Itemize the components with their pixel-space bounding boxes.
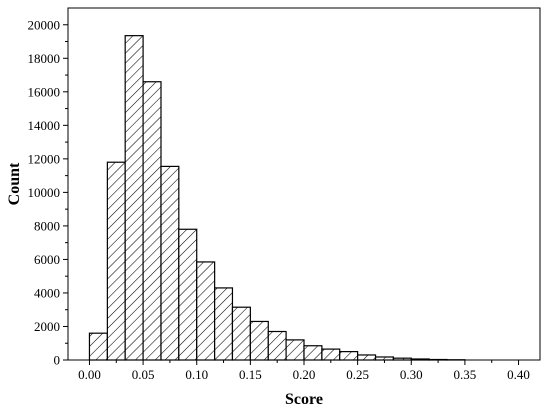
histogram-bar-8	[231, 306, 251, 361]
histogram-bar-7	[214, 287, 234, 361]
histogram-bar-14	[339, 351, 359, 361]
histogram-bar-12	[303, 345, 323, 361]
histogram-bar-15	[357, 354, 377, 361]
histogram-bar-11	[285, 339, 305, 361]
x-tick-label: 0.35	[454, 367, 477, 382]
x-tick-label: 0.05	[132, 367, 155, 382]
y-tick-label: 12000	[28, 151, 61, 166]
y-tick-label: 14000	[28, 118, 61, 133]
histogram-bar-4	[160, 165, 180, 361]
bars	[88, 35, 466, 361]
histogram-bar-5	[178, 228, 198, 361]
y-tick-label: 0	[54, 353, 61, 368]
y-tick-label: 8000	[34, 218, 60, 233]
histogram-bar-2	[124, 35, 144, 361]
y-tick-label: 10000	[28, 185, 61, 200]
x-tick-label: 0.15	[239, 367, 262, 382]
x-tick-label: 0.25	[346, 367, 369, 382]
x-axis-title: Score	[285, 391, 323, 408]
y-tick-label: 18000	[28, 51, 61, 66]
histogram-bar-1	[106, 161, 126, 361]
x-tick-label: 0.20	[293, 367, 316, 382]
y-tick-label: 6000	[34, 252, 60, 267]
histogram-bar-13	[321, 348, 341, 361]
y-tick-label: 16000	[28, 84, 61, 99]
y-axis: 0 2000 4000 6000 8000 10000 12000 14000 16000 180…	[28, 17, 68, 368]
y-tick-label: 4000	[34, 285, 60, 300]
histogram-bar-6	[196, 261, 216, 361]
x-axis: 0.00 0.05 0.10 0.15 0.20 0.25 0.30 0.35 0.40	[78, 360, 530, 382]
x-tick-label: 0.00	[78, 367, 101, 382]
x-tick-label: 0.10	[185, 367, 208, 382]
y-tick-label: 2000	[34, 319, 60, 334]
x-tick-label: 0.30	[400, 367, 423, 382]
histogram-bar-0	[88, 332, 108, 361]
histogram-bar-9	[249, 320, 269, 361]
x-tick-label: 0.40	[507, 367, 530, 382]
y-axis-title: Count	[6, 162, 23, 205]
histogram-bar-10	[267, 330, 287, 361]
histogram-bar-3	[142, 81, 162, 361]
y-tick-label: 20000	[28, 17, 61, 32]
